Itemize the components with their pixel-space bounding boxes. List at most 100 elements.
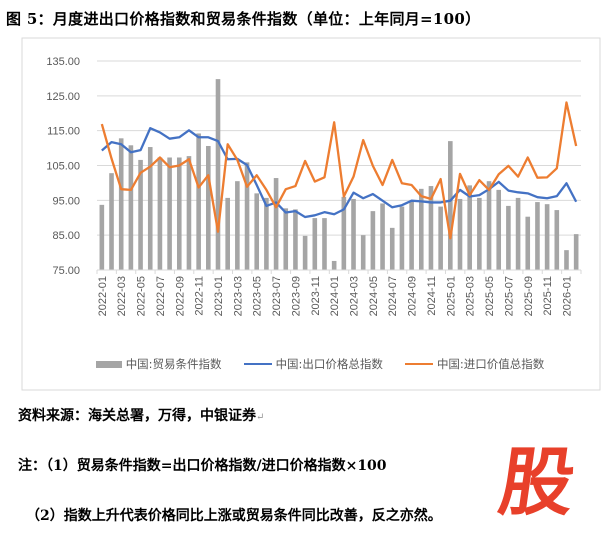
legend-swatch-bar [95,360,122,368]
bar [438,206,443,270]
bar [312,218,318,270]
bar [389,227,395,270]
bar [564,250,569,270]
bar [544,204,550,270]
x-tick-label: 2025-09 [523,276,535,316]
x-tick-label: 2022-11 [194,276,206,316]
bar [525,216,531,270]
y-tick-label: 75.00 [52,265,80,277]
bar [409,201,414,270]
bar [128,145,134,270]
bar [448,141,453,270]
x-tick-label: 2023-05 [252,276,264,316]
bar [147,147,153,270]
x-tick-label: 2022-07 [155,276,167,316]
bar [399,206,405,270]
legend-swatch-line [243,363,272,365]
bar [477,197,482,270]
bar [322,218,327,270]
bar [176,157,182,270]
x-tick-label: 2024-01 [329,276,341,316]
note-1: 注：（1）贸易条件指数=出口价格指数/进口价格指数×100 [18,458,387,474]
legend: 中国:贸易条件指数 中国:出口价格总指数 中国:进口价值总指数 [60,356,580,372]
bar [457,198,463,270]
x-tick-label: 2022-09 [174,276,186,316]
x-tick-label: 2023-01 [213,276,225,316]
bar [264,197,269,270]
y-tick-label: 95.00 [52,195,80,207]
bar [138,159,143,270]
bar [302,235,308,270]
x-tick-label: 2022-01 [97,276,109,316]
bar [273,178,279,270]
legend-swatch-line [404,363,433,365]
bar [215,79,221,270]
bar [341,196,347,270]
y-tick-label: 115.00 [47,126,80,138]
bar [244,162,250,270]
bar [351,198,356,270]
bar [486,181,492,270]
source-text: 资料来源：海关总署，万得，中银证券↵ [18,408,265,424]
x-tick-label: 2024-11 [426,276,438,316]
y-tick-label: 135.00 [46,56,80,68]
legend-item-import-value: 中国:进口价值总指数 [404,356,545,372]
chart: 75.00 85.00 95.00 105.00 115.00 125.00 135.00 2… [21,37,601,391]
bar [293,209,298,270]
bar [109,173,114,270]
bar [515,197,521,270]
x-tick-label: 2025-03 [465,276,477,316]
x-tick-label: 2023-09 [290,276,302,316]
chart-frame [21,37,601,391]
bar [235,181,240,270]
x-tick-label: 2023-11 [310,276,322,316]
bar [360,235,366,270]
x-tick-label: 2026-01 [561,276,573,316]
legend-item-trade-terms: 中国:贸易条件指数 [95,356,222,372]
figure-title: 图 5：月度进出口价格指数和贸易条件指数（单位：上年同月=100） [6,10,481,28]
series-line [100,101,578,240]
bar [186,156,192,270]
x-tick-label: 2023-03 [232,276,244,316]
bar [206,145,211,270]
watermark-logo: 股 [493,440,581,526]
bar [428,186,434,270]
y-tick-label: 105.00 [46,161,80,173]
bar [196,133,201,270]
bar [370,211,376,270]
y-tick-label: 125.00 [46,91,80,103]
x-tick-label: 2023-07 [271,276,283,316]
bar [254,193,260,270]
bar [331,260,337,270]
bar [535,202,540,270]
bar [283,208,289,270]
bar [467,185,472,270]
note-2: （2）指数上升代表价格同比上涨或贸易条件同比改善，反之亦然。 [26,508,442,524]
bar [554,210,560,270]
bar [99,204,105,270]
x-tick-label: 2024-07 [387,276,399,316]
bar [118,138,124,270]
x-tick-label: 2022-05 [136,276,148,316]
x-tick-label: 2025-05 [484,276,496,316]
x-tick-label: 2024-05 [368,276,380,316]
bar [225,197,230,270]
series-line [101,127,578,219]
bar [418,188,424,270]
x-tick-label: 2022-03 [116,276,128,316]
legend-item-export-price: 中国:出口价格总指数 [243,356,383,372]
bar [506,205,511,270]
legend-label: 中国:贸易条件指数 [125,357,222,371]
bar [380,203,385,270]
x-tick-label: 2024-03 [349,276,361,316]
legend-label: 中国:出口价格总指数 [275,357,383,371]
x-tick-label: 2025-01 [445,276,457,316]
x-tick-label: 2025-07 [503,276,515,316]
x-tick-label: 2024-09 [407,276,419,316]
source-label: 资料来源：海关总署，万得，中银证券 [18,408,256,424]
legend-label: 中国:进口价值总指数 [436,357,545,371]
bar [157,157,163,270]
bar [167,157,172,270]
bar [496,189,502,270]
bar [573,234,579,270]
